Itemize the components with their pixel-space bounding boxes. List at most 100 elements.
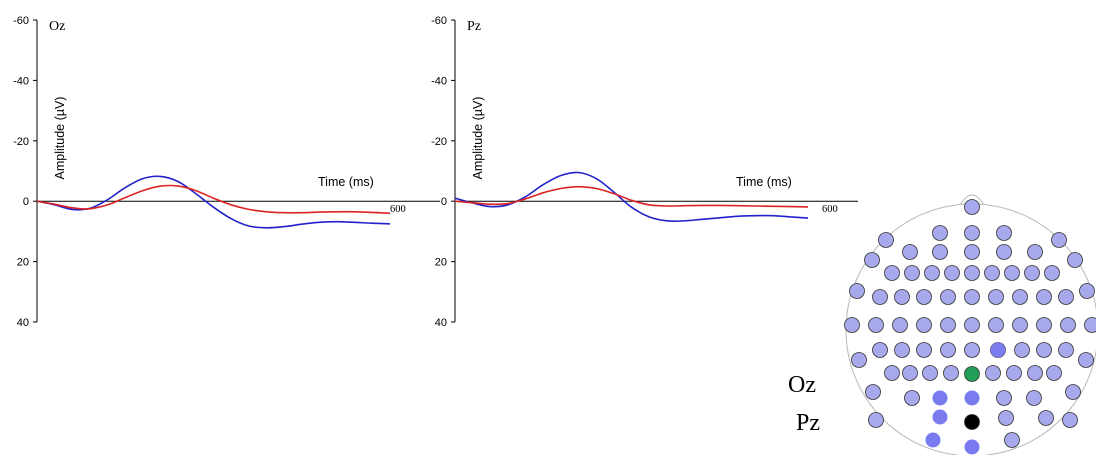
- electrode: [894, 342, 910, 358]
- electrode: [940, 342, 956, 358]
- electrode: [884, 265, 900, 281]
- electrode: [932, 244, 948, 260]
- electrode: [1036, 317, 1052, 333]
- electrode: [1006, 365, 1022, 381]
- y-tick-label: -20: [13, 136, 29, 148]
- electrode: [964, 244, 980, 260]
- electrode: [1038, 410, 1054, 426]
- electrode: [902, 244, 918, 260]
- electrode: [849, 283, 865, 299]
- electrode: [872, 342, 888, 358]
- electrode: [865, 384, 881, 400]
- y-tick-label: -60: [431, 15, 447, 27]
- electrode: [1051, 232, 1067, 248]
- chart-title: Pz: [467, 19, 481, 34]
- y-tick-label: 40: [435, 317, 447, 329]
- electrode: [964, 342, 980, 358]
- electrode: [892, 317, 908, 333]
- electrode: [996, 225, 1012, 241]
- electrode-pz: [964, 414, 980, 430]
- electrode: [1012, 317, 1028, 333]
- electrode: [1058, 289, 1074, 305]
- electrode-highlighted: [925, 432, 941, 448]
- electrode: [964, 265, 980, 281]
- electrode: [964, 317, 980, 333]
- electrode: [1004, 432, 1020, 448]
- electrode: [904, 390, 920, 406]
- electrode: [1014, 342, 1030, 358]
- electrode: [943, 365, 959, 381]
- y-tick-label: 40: [17, 317, 29, 329]
- electrode: [985, 365, 1001, 381]
- electrode-set: [844, 199, 1096, 455]
- y-tick-label: -60: [13, 15, 29, 27]
- electrode: [998, 410, 1014, 426]
- x-axis-label: Time (ms): [736, 175, 792, 189]
- electrode: [1027, 244, 1043, 260]
- chart-panel-oz: -60 -40 -20 0 20 40 Oz Amplitude (µV) Time (ms) 6…: [13, 15, 440, 329]
- electrode: [894, 289, 910, 305]
- y-tick-label: -40: [431, 75, 447, 87]
- electrode: [1079, 283, 1095, 299]
- electrode: [1065, 384, 1081, 400]
- electrode: [916, 342, 932, 358]
- electrode: [924, 265, 940, 281]
- electrode-oz: [964, 366, 980, 382]
- electrode: [964, 199, 980, 215]
- electrode: [1036, 342, 1052, 358]
- electrode: [872, 289, 888, 305]
- electrode: [1027, 365, 1043, 381]
- electrode: [1058, 342, 1074, 358]
- electrode: [1044, 265, 1060, 281]
- electrode: [988, 317, 1004, 333]
- electrode: [904, 265, 920, 281]
- series-line-red: [36, 184, 391, 215]
- electrode: [1024, 265, 1040, 281]
- electrode: [932, 225, 948, 241]
- head-outline: [959, 194, 985, 206]
- series-line-blue: [36, 175, 391, 229]
- electrode: [940, 317, 956, 333]
- electrode: [1067, 252, 1083, 268]
- y-tick-label: 20: [17, 257, 29, 269]
- electrode-highlighted: [964, 390, 980, 406]
- x-end-label: 600: [822, 204, 838, 215]
- chart-panel-pz: -60 -40 -20 0 20 40 Pz Amplitude (µV) Time (ms) 6…: [431, 15, 858, 329]
- electrode: [878, 232, 894, 248]
- electrode-highlighted: [932, 409, 948, 425]
- electrode: [944, 265, 960, 281]
- electrode: [996, 244, 1012, 260]
- electrode: [1078, 352, 1094, 368]
- y-tick-label: -20: [431, 136, 447, 148]
- electrode: [902, 365, 918, 381]
- y-axis-label: Amplitude (µV): [471, 97, 485, 180]
- electrode: [1012, 289, 1028, 305]
- electrode: [1062, 412, 1078, 428]
- electrode: [1026, 390, 1042, 406]
- electrode: [868, 317, 884, 333]
- electrode: [1036, 289, 1052, 305]
- electrode: [916, 317, 932, 333]
- y-tick-label: 0: [441, 196, 447, 208]
- electrode: [864, 252, 880, 268]
- x-axis-label: Time (ms): [318, 175, 374, 189]
- y-axis-label: Amplitude (µV): [53, 97, 67, 180]
- electrode: [996, 390, 1012, 406]
- electrode-highlighted: [964, 439, 980, 455]
- electrode-highlighted: [932, 390, 948, 406]
- electrode: [964, 225, 980, 241]
- electrode: [1004, 265, 1020, 281]
- electrode: [1046, 365, 1062, 381]
- electrode-topomap: Oz Pz: [788, 194, 1096, 455]
- legend-label-pz: Pz: [796, 410, 820, 436]
- series-line-red: [454, 185, 809, 208]
- electrode: [964, 289, 980, 305]
- electrode: [940, 289, 956, 305]
- electrode: [884, 365, 900, 381]
- electrode: [922, 365, 938, 381]
- electrode: [868, 412, 884, 428]
- legend-label-oz: Oz: [788, 372, 816, 398]
- y-tick-label: -40: [13, 75, 29, 87]
- electrode: [1060, 317, 1076, 333]
